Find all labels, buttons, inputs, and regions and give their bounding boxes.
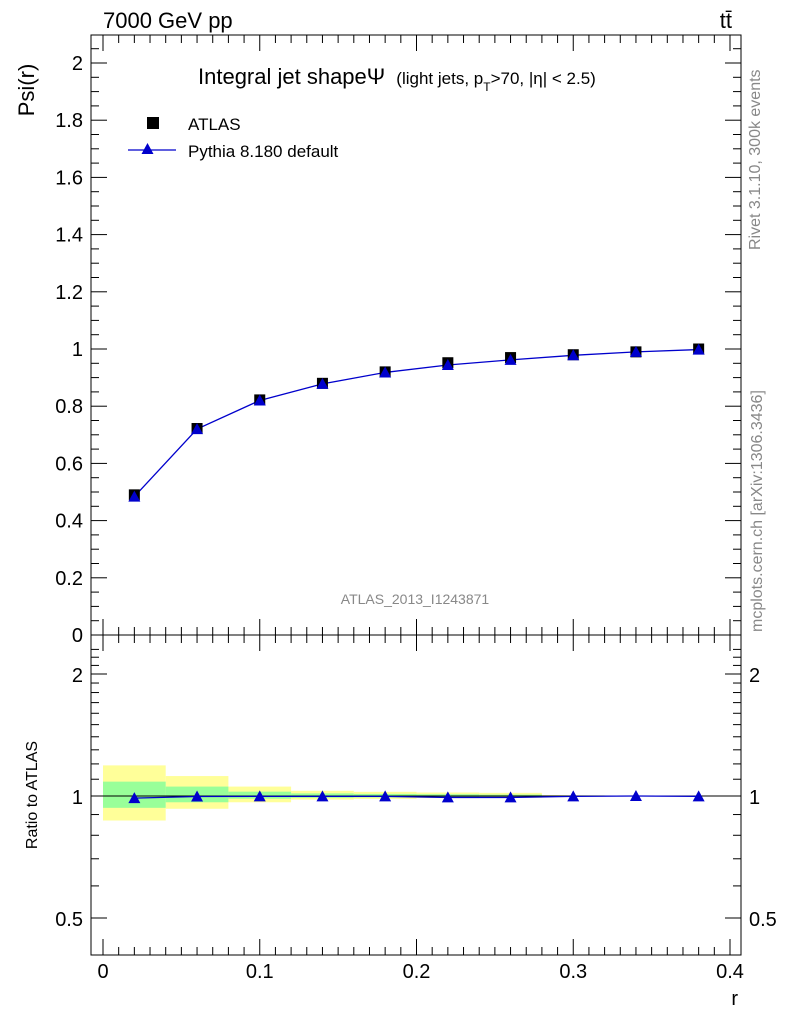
ratio-point bbox=[441, 791, 454, 803]
ratio-y-tick-label-right: 2 bbox=[749, 665, 760, 687]
ratio-point bbox=[191, 790, 204, 802]
pythia-point bbox=[191, 423, 204, 435]
pythia-point bbox=[504, 353, 517, 365]
y-tick-label: 1.4 bbox=[55, 225, 83, 247]
main-x-ticks bbox=[102, 35, 731, 635]
ratio-line bbox=[134, 795, 699, 799]
ratio-point bbox=[253, 790, 266, 802]
energy-label: 7000 GeV pp bbox=[103, 8, 233, 33]
main-y-axis-label: Psi(r) bbox=[14, 64, 39, 117]
y-tick-label: 0.4 bbox=[55, 511, 83, 533]
legend: ATLAS Pythia 8.180 default bbox=[128, 115, 339, 161]
ratio-y-tick-label-right: 1 bbox=[749, 787, 760, 809]
x-tick-label: 0.3 bbox=[559, 961, 587, 983]
ratio-y-ticks: 0.5 0.5 1 1 2 2 bbox=[55, 648, 777, 931]
main-y-ticks: 0 0.2 0.4 0.6 0.8 1 1.2 1.4 1.6 1.8 2 bbox=[55, 48, 741, 647]
legend-pythia-marker bbox=[141, 143, 154, 154]
ratio-point bbox=[567, 790, 580, 802]
x-tick-label: 0.2 bbox=[403, 961, 431, 983]
ratio-panel: 0.5 0.51 12 2 0 0.1 0.2 0.3 0.4 Ratio to ATLAS … bbox=[24, 634, 777, 1010]
x-tick-label: 0.1 bbox=[246, 961, 274, 983]
pythia-point bbox=[629, 345, 642, 357]
legend-pythia-label: Pythia 8.180 default bbox=[188, 142, 339, 161]
x-tick-label: 0 bbox=[97, 961, 108, 983]
chart-title: Integral jet shapeΨ (light jets, pT>70, … bbox=[198, 64, 596, 94]
analysis-watermark: ATLAS_2013_I1243871 bbox=[341, 591, 490, 607]
x-axis-label: r bbox=[731, 988, 738, 1010]
ratio-y-axis-label: Ratio to ATLAS bbox=[24, 741, 41, 849]
main-panel: 0 0.2 0.4 0.6 0.8 1 1.2 1.4 1.6 1.8 2 Psi(r) Integ… bbox=[14, 34, 742, 647]
ratio-point bbox=[692, 790, 705, 802]
main-plot-content bbox=[128, 343, 705, 502]
ratio-point bbox=[379, 790, 392, 802]
ratio-point bbox=[504, 791, 517, 803]
y-tick-label: 0.2 bbox=[55, 568, 83, 590]
y-tick-label: 0.8 bbox=[55, 396, 83, 418]
mcplots-reference-label: mcplots.cern.ch [arXiv:1306.3436] bbox=[749, 390, 766, 632]
rivet-version-label: Rivet 3.1.10, 300k events bbox=[747, 69, 764, 250]
x-tick-label: 0.4 bbox=[716, 961, 744, 983]
legend-atlas-marker bbox=[147, 117, 159, 129]
pythia-point bbox=[692, 343, 705, 355]
ratio-x-ticks: 0 0.1 0.2 0.3 0.4 bbox=[97, 635, 744, 983]
ratio-plot-content bbox=[91, 765, 741, 821]
pythia-point bbox=[567, 349, 580, 361]
pythia-point bbox=[379, 366, 392, 378]
ratio-point bbox=[128, 792, 141, 804]
ratio-point bbox=[629, 790, 642, 801]
legend-atlas-label: ATLAS bbox=[188, 115, 241, 134]
y-tick-label: 1.6 bbox=[55, 167, 83, 189]
pythia-point bbox=[316, 377, 329, 389]
y-tick-label: 1.2 bbox=[55, 282, 83, 304]
y-tick-label: 0 bbox=[72, 625, 83, 647]
ratio-point bbox=[316, 790, 329, 802]
process-label: tt̄ bbox=[720, 8, 732, 33]
ratio-y-tick-label: 1 bbox=[72, 787, 83, 809]
ratio-y-tick-label: 2 bbox=[72, 665, 83, 687]
pythia-point bbox=[253, 394, 266, 406]
chart-title-sub: (light jets, p bbox=[396, 69, 483, 88]
ratio-y-tick-label: 0.5 bbox=[55, 909, 83, 931]
y-tick-label: 2 bbox=[72, 53, 83, 75]
chart-title-sub-post: >70, |η| < 2.5) bbox=[491, 69, 596, 88]
y-tick-label: 1.8 bbox=[55, 110, 83, 132]
y-tick-label: 0.6 bbox=[55, 453, 83, 475]
chart-title-subscript: T bbox=[483, 80, 491, 94]
chart-title-main: Integral jet shapeΨ bbox=[198, 64, 385, 89]
pythia-point bbox=[441, 359, 454, 371]
ratio-y-tick-label-right: 0.5 bbox=[749, 909, 777, 931]
y-tick-label: 1 bbox=[72, 339, 83, 361]
pythia-line bbox=[133, 348, 699, 498]
pythia-point bbox=[128, 490, 141, 502]
